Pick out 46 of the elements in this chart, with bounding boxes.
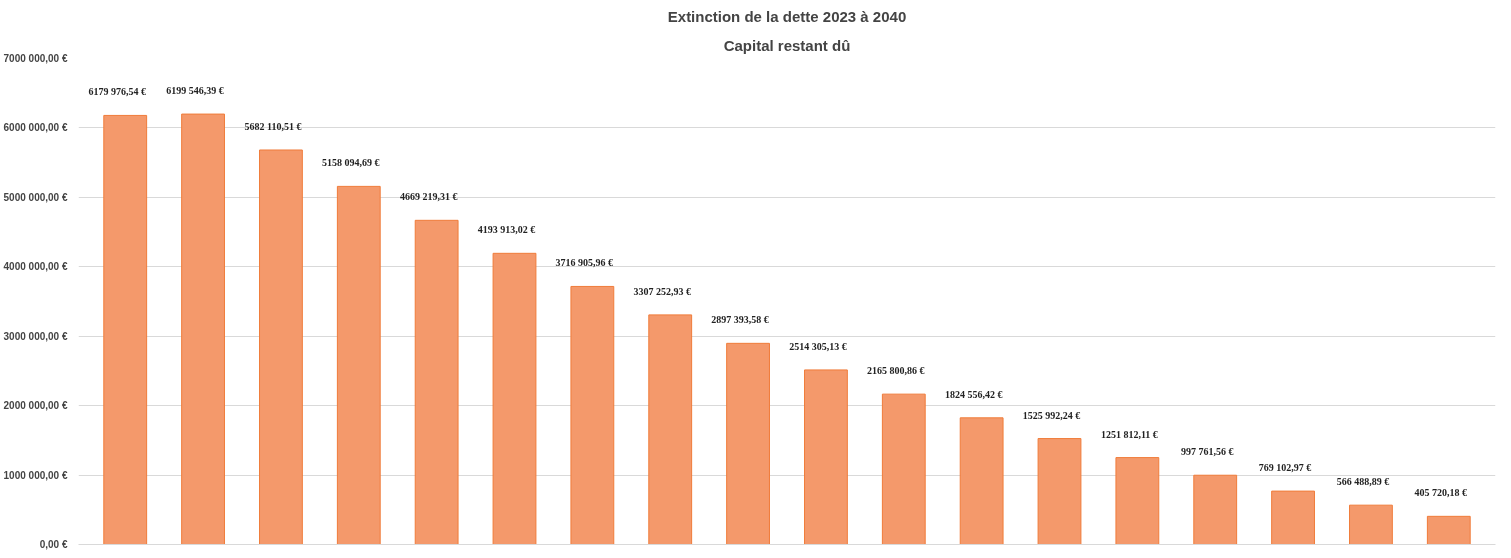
y-tick-label: 2000 000,00 € bbox=[3, 400, 68, 412]
bar bbox=[259, 149, 303, 545]
bar bbox=[881, 393, 926, 545]
bar bbox=[648, 314, 693, 545]
bar bbox=[103, 114, 148, 545]
y-tick-label: 5000 000,00 € bbox=[3, 191, 68, 203]
bar bbox=[1115, 457, 1160, 545]
data-label: 1525 992,24 € bbox=[1022, 409, 1081, 421]
bar bbox=[1426, 515, 1471, 545]
bar bbox=[570, 285, 615, 545]
data-label: 2514 305,13 € bbox=[789, 340, 847, 352]
bar bbox=[804, 369, 848, 545]
data-label: 5158 094,69 € bbox=[322, 157, 380, 169]
data-label: 769 102,97 € bbox=[1258, 462, 1312, 474]
data-label: 4193 913,02 € bbox=[477, 224, 536, 236]
bar bbox=[959, 417, 1004, 545]
data-label: 2897 393,58 € bbox=[711, 314, 769, 326]
bar bbox=[1271, 490, 1315, 545]
data-label: 2165 800,86 € bbox=[867, 365, 925, 377]
bar bbox=[726, 342, 770, 545]
y-tick-label: 3000 000,00 € bbox=[3, 330, 68, 342]
bar bbox=[1037, 438, 1082, 545]
y-tick-label: 1000 000,00 € bbox=[3, 469, 68, 481]
data-label: 997 761,56 € bbox=[1180, 446, 1234, 458]
data-label: 6199 546,39 € bbox=[166, 85, 224, 97]
bar bbox=[492, 252, 537, 545]
data-label: 6179 976,54 € bbox=[88, 86, 146, 98]
data-label: 405 720,18 € bbox=[1414, 487, 1468, 499]
data-label: 1824 556,42 € bbox=[944, 388, 1003, 400]
bar bbox=[1349, 504, 1393, 545]
y-tick-label: 4000 000,00 € bbox=[3, 261, 68, 273]
bar bbox=[336, 185, 381, 545]
data-label: 1251 812,11 € bbox=[1100, 428, 1158, 440]
bar bbox=[181, 113, 225, 545]
bar bbox=[414, 219, 459, 545]
data-label: 566 488,89 € bbox=[1336, 476, 1390, 488]
chart-title: Extinction de la dette 2023 à 2040 bbox=[667, 7, 907, 25]
y-tick-label: 7000 000,00 € bbox=[3, 53, 68, 64]
data-label: 3307 252,93 € bbox=[633, 285, 691, 297]
y-tick-label: 6000 000,00 € bbox=[3, 122, 68, 134]
data-label: 5682 110,51 € bbox=[244, 121, 302, 132]
y-tick-label: 0,00 € bbox=[39, 539, 68, 550]
data-label: 3716 905,96 € bbox=[555, 257, 614, 269]
data-label: 4669 219,31 € bbox=[399, 191, 458, 203]
bar bbox=[1193, 474, 1238, 545]
chart-subtitle: Capital restant dû bbox=[723, 36, 851, 54]
